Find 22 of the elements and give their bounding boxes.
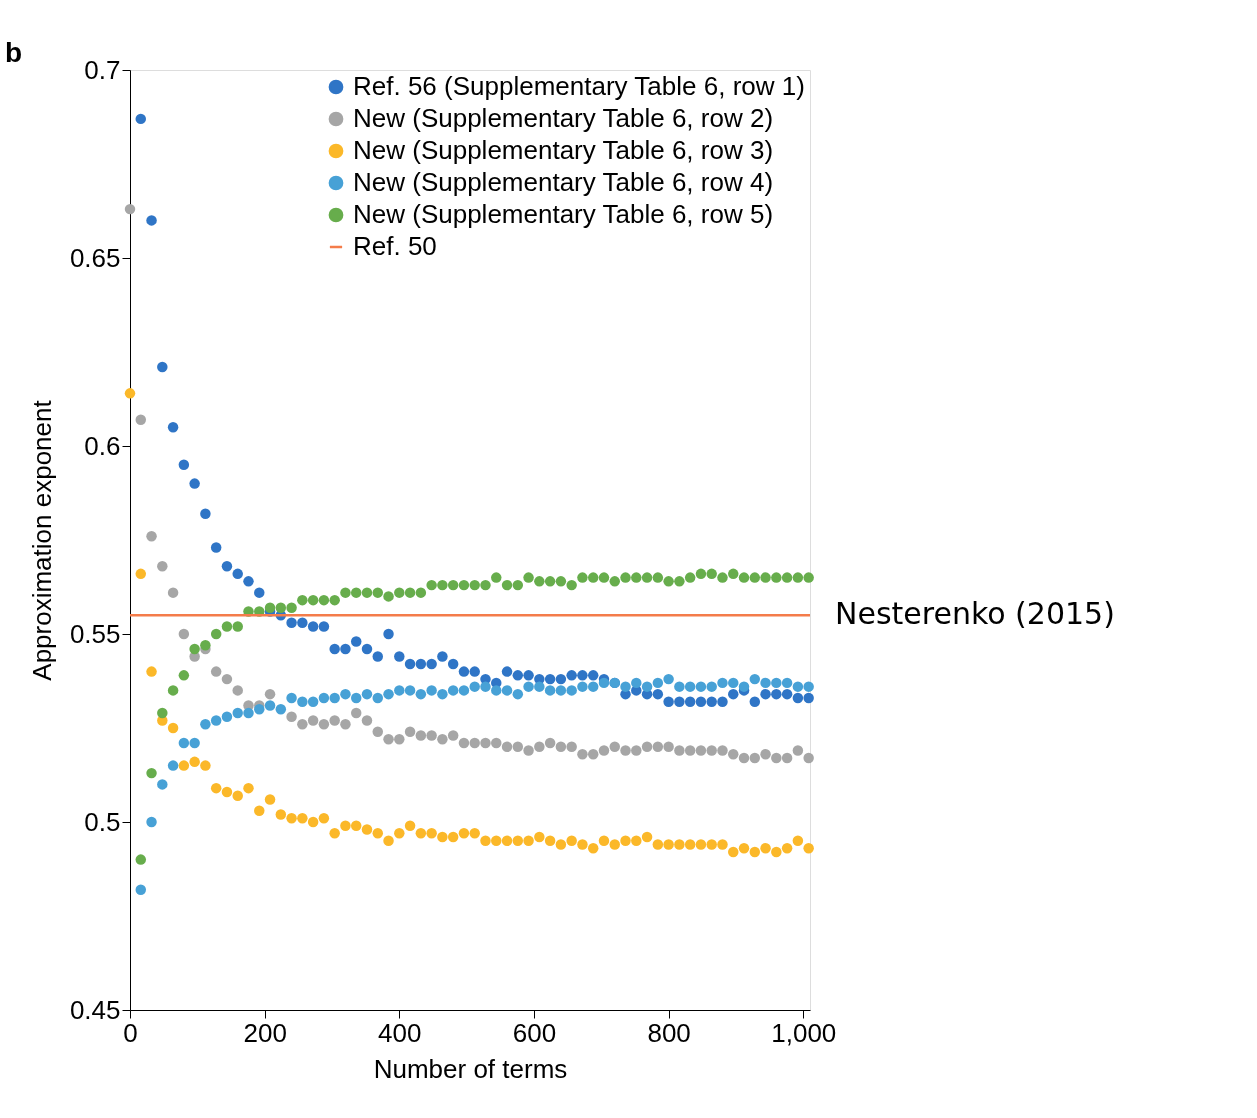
x-tick-label: 0 [123, 1017, 138, 1048]
y-tick-label: 0.55 [69, 618, 121, 649]
x-tick-label: 600 [512, 1017, 557, 1048]
legend-label: Ref. 50 [353, 231, 437, 261]
x-tick-label: 800 [647, 1017, 691, 1048]
x-tick-label: 1,000 [771, 1017, 837, 1048]
legend-label: New (Supplementary Table 6, row 4) [353, 167, 774, 197]
y-tick-label: 0.6 [84, 430, 121, 461]
legend-label: New (Supplementary Table 6, row 5) [353, 199, 774, 229]
x-tick-label: 200 [243, 1017, 287, 1048]
y-axis-title: Approximation exponent [26, 399, 57, 681]
text: b [5, 37, 23, 68]
y-tick-label: 0.7 [84, 54, 121, 85]
y-tick-label: 0.45 [69, 994, 121, 1025]
y-tick-label: 0.65 [69, 242, 121, 273]
legend-label: New (Supplementary Table 6, row 3) [353, 135, 774, 165]
legend-label: Ref. 56 (Supplementary Table 6, row 1) [353, 71, 805, 101]
text: Nesterenko (2015) [835, 596, 1115, 632]
x-axis-title: Number of terms [373, 1053, 568, 1084]
x-tick-label: 400 [378, 1017, 422, 1048]
legend-label: New (Supplementary Table 6, row 2) [353, 103, 774, 133]
y-tick-label: 0.5 [84, 806, 121, 837]
